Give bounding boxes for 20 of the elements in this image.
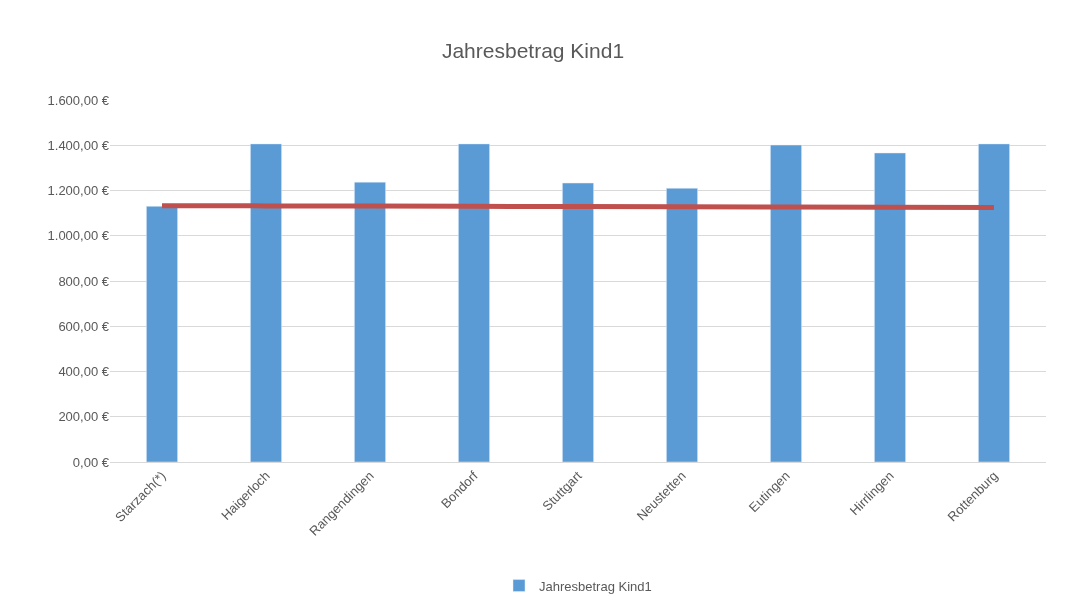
bar: [874, 152, 906, 462]
y-tick-label: 600,00 €: [58, 318, 110, 334]
bar: [354, 181, 386, 462]
y-tick-label: 1.200,00 €: [47, 183, 110, 199]
bar: [666, 187, 698, 462]
y-tick-label: 1.600,00 €: [47, 92, 110, 108]
y-tick-label: 200,00 €: [58, 409, 110, 425]
legend-label: Jahresbetrag Kind1: [539, 578, 652, 594]
bar: [458, 143, 490, 462]
bar: [978, 143, 1010, 462]
bar: [770, 144, 802, 462]
y-tick-label: 1.400,00 €: [47, 137, 110, 153]
y-tick-label: 400,00 €: [58, 364, 110, 380]
bar: [562, 182, 594, 462]
bar: [250, 143, 282, 462]
bar: [146, 206, 178, 462]
y-tick-label: 0,00 €: [72, 454, 110, 470]
chart-title: Jahresbetrag Kind1: [441, 38, 625, 62]
y-tick-label: 1.000,00 €: [47, 228, 110, 244]
y-tick-label: 800,00 €: [58, 273, 110, 289]
